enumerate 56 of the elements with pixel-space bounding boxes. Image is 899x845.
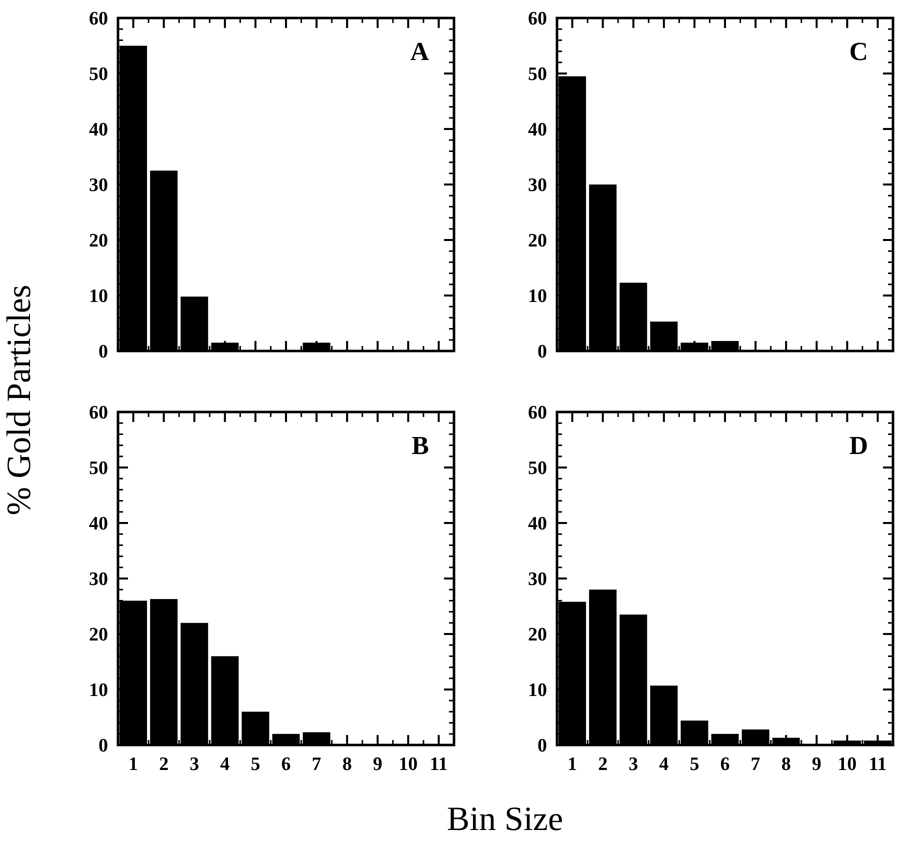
x-tick-label: 2 [598, 754, 608, 775]
y-tick-label: 30 [89, 569, 108, 590]
annotation: D [849, 431, 868, 460]
x-tick-label: 5 [690, 754, 700, 775]
y-tick-label: 40 [528, 514, 547, 535]
x-tick-label: 5 [250, 754, 260, 775]
x-tick-label: 4 [220, 754, 230, 775]
x-tick-label: 8 [781, 754, 791, 775]
annotation: C [849, 37, 868, 66]
y-tick-label: 40 [89, 120, 108, 141]
y-tick-label: 50 [89, 64, 108, 86]
x-tick-label: 3 [190, 754, 200, 775]
y-tick-label: 0 [538, 736, 547, 757]
x-tick-label: 8 [342, 754, 352, 775]
y-tick-label: 10 [528, 680, 547, 702]
y-tick-label: 60 [89, 8, 108, 30]
x-tick-label: 6 [281, 754, 291, 775]
x-tick-label: 3 [628, 754, 638, 775]
y-tick-label: 20 [89, 230, 108, 252]
annotation: B [412, 431, 429, 460]
y-tick-label: 10 [528, 286, 547, 308]
x-tick-label: 1 [128, 754, 138, 775]
y-tick-label: 20 [528, 230, 547, 252]
y-tick-label: 30 [89, 175, 108, 196]
x-tick-label: 2 [159, 754, 169, 775]
y-tick-label: 50 [89, 458, 108, 480]
y-tick-label: 60 [528, 8, 547, 30]
y-tick-label: 20 [528, 624, 547, 646]
y-tick-label: 30 [528, 175, 547, 196]
y-tick-label: 60 [528, 402, 547, 424]
y-tick-label: 10 [89, 680, 108, 702]
x-tick-label: 10 [398, 754, 418, 775]
annotation: A [410, 37, 430, 66]
x-tick-label: 4 [659, 754, 670, 775]
x-tick-label: 10 [838, 754, 857, 775]
x-tick-label: 9 [372, 754, 382, 775]
x-tick-label: 6 [720, 754, 730, 775]
x-tick-label: 9 [812, 754, 822, 775]
y-tick-label: 0 [98, 342, 108, 363]
x-tick-label: 1 [568, 754, 578, 775]
y-axis-title: % Gold Particles [1, 284, 38, 516]
y-tick-label: 30 [528, 569, 547, 590]
x-axis-title: Bin Size [446, 801, 564, 838]
x-tick-label: 7 [750, 754, 761, 775]
y-tick-label: 40 [528, 120, 547, 141]
y-tick-label: 10 [89, 286, 108, 308]
y-tick-label: 20 [89, 624, 108, 646]
x-tick-label: 7 [312, 754, 322, 775]
y-tick-label: 0 [538, 342, 547, 363]
x-tick-label: 11 [430, 754, 448, 775]
y-tick-label: 0 [98, 736, 108, 757]
y-tick-label: 50 [528, 64, 547, 86]
y-tick-label: 60 [89, 402, 108, 424]
y-tick-label: 50 [528, 458, 547, 480]
x-tick-label: 11 [868, 754, 887, 775]
y-tick-label: 40 [89, 514, 108, 535]
